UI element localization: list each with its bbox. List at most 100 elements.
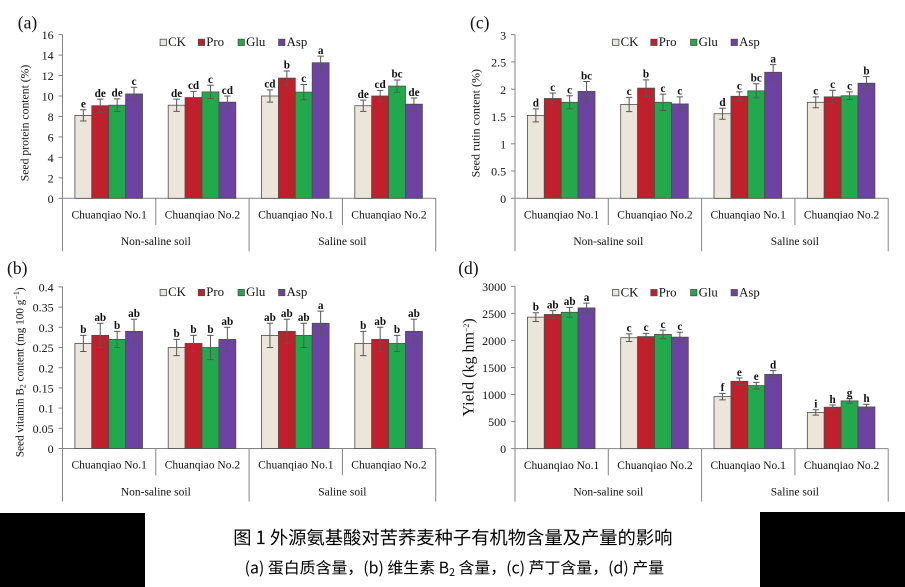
- svg-text:c: c: [627, 86, 632, 98]
- svg-text:cd: cd: [222, 85, 234, 97]
- svg-text:cd: cd: [188, 80, 200, 92]
- svg-text:Chuanqiao No.2: Chuanqiao No.2: [617, 460, 693, 472]
- svg-text:2500: 2500: [482, 307, 506, 321]
- svg-text:1500: 1500: [482, 361, 506, 375]
- svg-text:Glu: Glu: [246, 35, 266, 49]
- svg-text:a: a: [318, 45, 324, 57]
- svg-text:(c): (c): [470, 12, 490, 32]
- svg-text:de: de: [408, 87, 419, 99]
- svg-text:b: b: [284, 60, 290, 72]
- svg-text:Glu: Glu: [246, 285, 266, 299]
- svg-text:c: c: [301, 73, 306, 85]
- svg-text:c: c: [567, 85, 572, 97]
- svg-text:c: c: [132, 76, 137, 88]
- svg-text:Asp: Asp: [287, 35, 308, 49]
- svg-text:10: 10: [42, 90, 54, 104]
- svg-text:bc: bc: [391, 69, 402, 81]
- svg-text:Chuanqiao No.2: Chuanqiao No.2: [804, 460, 880, 472]
- svg-text:4: 4: [48, 151, 54, 165]
- svg-text:Non-saline soil: Non-saline soil: [573, 236, 643, 248]
- svg-text:0.35: 0.35: [33, 301, 54, 315]
- svg-text:Chuanqiao No.2: Chuanqiao No.2: [617, 210, 693, 222]
- svg-text:c: c: [677, 321, 682, 333]
- svg-text:0: 0: [500, 192, 506, 206]
- svg-text:cd: cd: [375, 79, 387, 91]
- svg-text:a: a: [770, 53, 776, 65]
- svg-text:b: b: [533, 302, 539, 314]
- svg-text:b: b: [114, 320, 120, 332]
- svg-text:Chuanqiao No.2: Chuanqiao No.2: [165, 460, 241, 472]
- svg-text:Pro: Pro: [659, 285, 677, 299]
- svg-text:14: 14: [42, 49, 54, 63]
- svg-text:0.4: 0.4: [39, 281, 54, 295]
- svg-text:Asp: Asp: [739, 35, 760, 49]
- svg-text:Yield (kg hm−2): Yield (kg hm−2): [461, 318, 478, 416]
- svg-text:h: h: [863, 393, 870, 405]
- svg-text:1000: 1000: [482, 388, 506, 402]
- svg-text:2.5: 2.5: [491, 56, 506, 70]
- svg-text:Saline soil: Saline soil: [318, 236, 366, 248]
- svg-text:b: b: [190, 324, 196, 336]
- svg-text:3000: 3000: [482, 280, 506, 294]
- svg-text:2: 2: [500, 83, 506, 97]
- svg-text:2: 2: [48, 171, 54, 185]
- svg-text:Saline soil: Saline soil: [771, 236, 819, 248]
- svg-text:Glu: Glu: [699, 285, 719, 299]
- svg-text:CK: CK: [168, 35, 187, 49]
- svg-text:d: d: [719, 97, 726, 109]
- svg-text:Non-saline soil: Non-saline soil: [121, 486, 191, 498]
- svg-text:Seed protein content (%): Seed protein content (%): [19, 65, 32, 182]
- svg-text:Chuanqiao No.1: Chuanqiao No.1: [524, 460, 600, 472]
- svg-text:CK: CK: [168, 285, 187, 299]
- svg-text:c: c: [660, 83, 665, 95]
- svg-text:b: b: [80, 324, 86, 336]
- svg-text:Non-saline soil: Non-saline soil: [121, 236, 191, 248]
- svg-text:0.2: 0.2: [39, 361, 54, 375]
- svg-text:c: c: [847, 81, 852, 93]
- svg-text:ab: ab: [94, 312, 106, 324]
- svg-text:b: b: [207, 324, 213, 336]
- svg-text:cd: cd: [264, 79, 276, 91]
- svg-text:0: 0: [48, 192, 54, 206]
- svg-text:ab: ab: [264, 312, 276, 324]
- svg-text:c: c: [660, 319, 665, 331]
- svg-text:Pro: Pro: [206, 35, 224, 49]
- svg-text:0.15: 0.15: [33, 382, 54, 396]
- svg-text:b: b: [863, 65, 869, 77]
- svg-text:8: 8: [48, 110, 54, 124]
- svg-text:3: 3: [500, 28, 506, 42]
- svg-text:c: c: [627, 323, 632, 335]
- svg-text:c: c: [737, 81, 742, 93]
- svg-text:Chuanqiao No.2: Chuanqiao No.2: [351, 460, 427, 472]
- svg-text:Asp: Asp: [287, 285, 308, 299]
- svg-text:i: i: [814, 399, 817, 411]
- svg-text:c: c: [550, 82, 555, 94]
- svg-text:a: a: [318, 300, 324, 312]
- svg-text:Chuanqiao No.1: Chuanqiao No.1: [258, 460, 334, 472]
- svg-text:1: 1: [500, 137, 506, 151]
- svg-text:Saline soil: Saline soil: [318, 486, 366, 498]
- svg-text:ab: ab: [547, 299, 559, 311]
- svg-text:c: c: [644, 322, 649, 334]
- svg-text:Seed rutin content (%): Seed rutin content (%): [468, 69, 482, 177]
- svg-text:1.5: 1.5: [491, 110, 506, 124]
- svg-text:de: de: [358, 89, 369, 101]
- svg-text:Chuanqiao No.1: Chuanqiao No.1: [258, 210, 334, 222]
- svg-text:6: 6: [48, 131, 54, 145]
- svg-text:2000: 2000: [482, 334, 506, 348]
- svg-text:CK: CK: [621, 35, 640, 49]
- svg-text:e: e: [754, 371, 759, 383]
- svg-text:e: e: [737, 367, 742, 379]
- svg-text:Chuanqiao No.2: Chuanqiao No.2: [165, 210, 241, 222]
- svg-text:Chuanqiao No.2: Chuanqiao No.2: [351, 210, 427, 222]
- svg-text:(d): (d): [458, 258, 479, 278]
- svg-text:c: c: [830, 79, 835, 91]
- svg-text:bc: bc: [751, 73, 762, 85]
- svg-text:d: d: [533, 98, 540, 110]
- svg-text:Chuanqiao No.1: Chuanqiao No.1: [711, 460, 787, 472]
- svg-text:Glu: Glu: [699, 35, 719, 49]
- svg-text:e: e: [81, 99, 86, 111]
- svg-text:16: 16: [42, 28, 54, 42]
- svg-text:ab: ab: [281, 308, 293, 320]
- svg-text:a: a: [584, 292, 590, 304]
